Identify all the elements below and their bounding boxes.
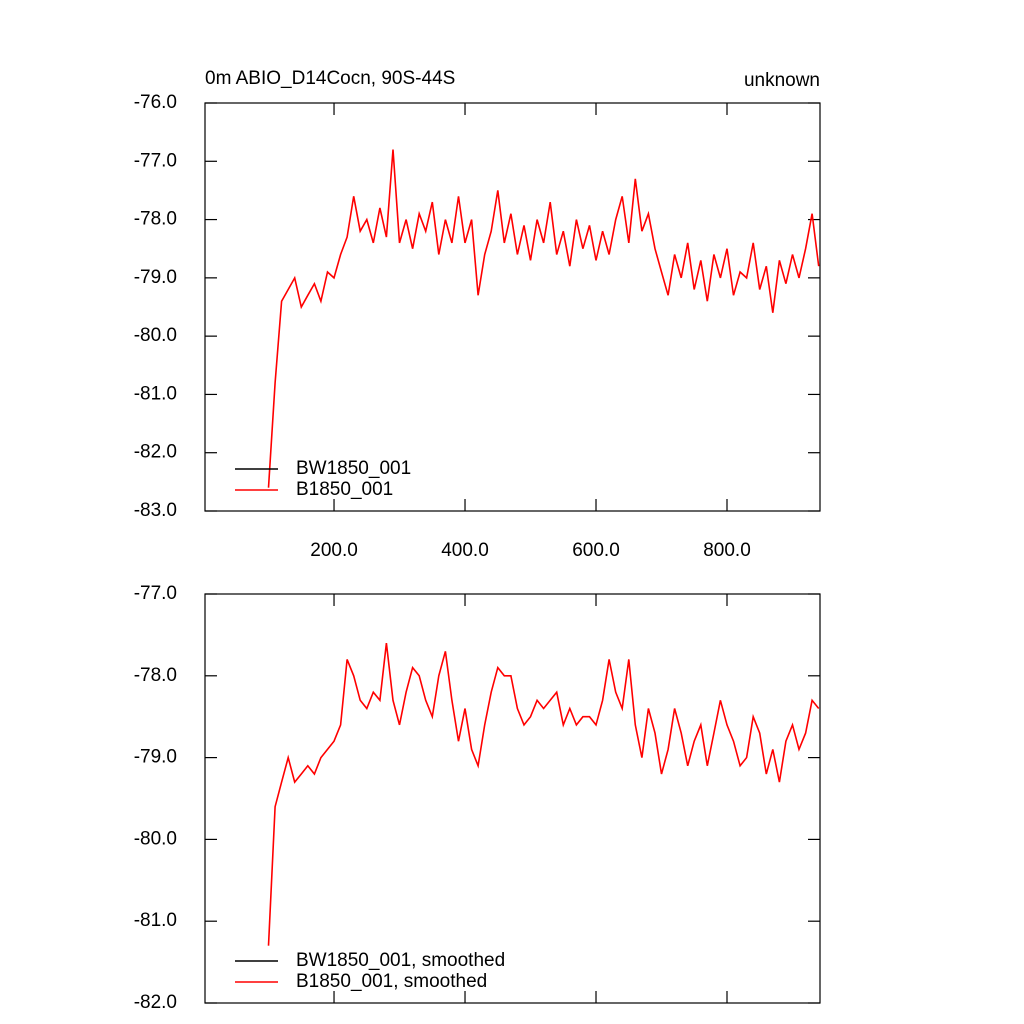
- series-line: [267, 643, 820, 946]
- y-tick-label: -82.0: [134, 992, 177, 1013]
- plot-frame: [204, 593, 821, 1004]
- y-tick-label: -83.0: [134, 500, 177, 521]
- series-line: [267, 149, 820, 488]
- y-tick-label: -80.0: [134, 828, 177, 849]
- x-tick-label: 800.0: [703, 540, 751, 561]
- legend-label: B1850_001: [296, 479, 393, 500]
- y-tick-label: -78.0: [134, 665, 177, 686]
- y-tick-label: -82.0: [134, 442, 177, 463]
- chart-title: 0m ABIO_D14Cocn, 90S-44S: [205, 68, 455, 89]
- legend-label: B1850_001, smoothed: [296, 971, 487, 992]
- chart-subtitle: unknown: [744, 70, 820, 91]
- y-tick-label: -78.0: [134, 209, 177, 230]
- y-tick-label: -79.0: [134, 747, 177, 768]
- y-tick-label: -79.0: [134, 267, 177, 288]
- y-tick-label: -77.0: [134, 150, 177, 171]
- x-tick-label: 600.0: [572, 540, 620, 561]
- y-tick-label: -77.0: [134, 583, 177, 604]
- legend-label: BW1850_001: [296, 458, 411, 479]
- x-tick-label: 200.0: [310, 540, 358, 561]
- legend-label: BW1850_001, smoothed: [296, 950, 505, 971]
- x-tick-label: 400.0: [441, 540, 489, 561]
- y-tick-label: -81.0: [134, 383, 177, 404]
- y-tick-label: -76.0: [134, 92, 177, 113]
- plot-frame: [204, 102, 821, 512]
- y-tick-label: -80.0: [134, 325, 177, 346]
- y-tick-label: -81.0: [134, 910, 177, 931]
